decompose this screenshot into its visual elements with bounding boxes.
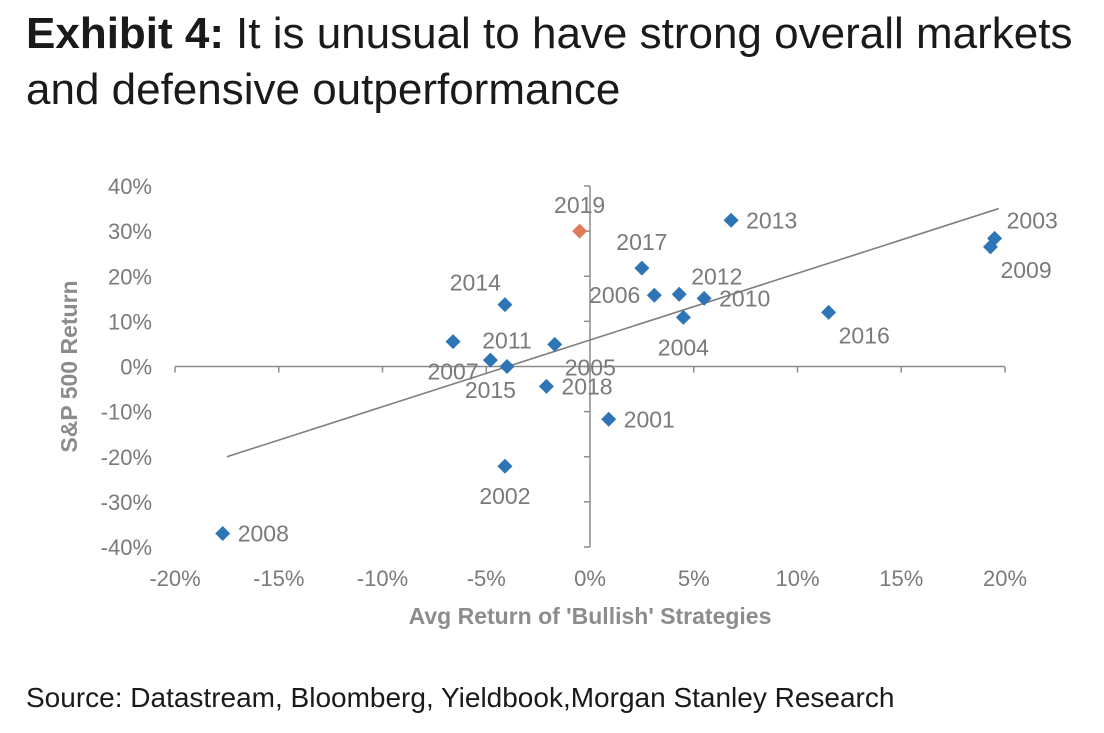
exhibit-title: It is unusual to have strong overall mar… — [26, 9, 1073, 114]
exhibit-label: Exhibit 4: — [26, 9, 225, 58]
data-label-2010: 2010 — [719, 285, 770, 311]
y-axis-title: S&P 500 Return — [56, 280, 82, 452]
data-point-2005 — [547, 336, 563, 352]
data-label-2002: 2002 — [479, 483, 530, 509]
data-label-2018: 2018 — [561, 373, 612, 399]
data-point-2001 — [601, 411, 617, 427]
data-point-2013 — [723, 212, 739, 228]
data-point-2012 — [671, 286, 687, 302]
data-point-2007 — [445, 334, 461, 350]
source-note: Source: Datastream, Bloomberg, Yieldbook… — [26, 682, 895, 713]
y-tick-label: 40% — [108, 174, 152, 199]
y-tick-label: -20% — [101, 445, 152, 470]
data-label-2012: 2012 — [691, 263, 742, 289]
data-point-2004 — [675, 309, 691, 325]
data-point-2016 — [821, 304, 837, 320]
x-tick-label: -10% — [357, 566, 408, 591]
data-point-2015 — [482, 352, 498, 368]
data-label-2017: 2017 — [616, 229, 667, 255]
data-label-2015: 2015 — [465, 377, 516, 403]
data-label-2014: 2014 — [450, 270, 501, 296]
y-tick-label: 0% — [120, 355, 152, 380]
x-tick-label: 5% — [678, 566, 710, 591]
x-tick-label: 10% — [775, 566, 819, 591]
y-tick-label: 30% — [108, 219, 152, 244]
y-tick-label: 20% — [108, 264, 152, 289]
data-point-2011 — [499, 359, 515, 374]
y-tick-label: 10% — [108, 309, 152, 334]
data-label-2016: 2016 — [839, 322, 890, 348]
data-label-2007: 2007 — [427, 359, 478, 385]
data-label-2013: 2013 — [746, 207, 797, 233]
x-axis-title: Avg Return of 'Bullish' Strategies — [409, 603, 772, 629]
data-point-2010 — [696, 290, 712, 306]
x-tick-label: -5% — [467, 566, 506, 591]
data-label-2006: 2006 — [589, 282, 640, 308]
x-tick-label: -20% — [149, 566, 200, 591]
x-tick-label: -15% — [253, 566, 304, 591]
data-point-2014 — [497, 297, 513, 313]
data-label-2004: 2004 — [658, 334, 709, 360]
data-point-2002 — [497, 458, 513, 474]
data-label-2011: 2011 — [482, 328, 531, 354]
data-label-2005: 2005 — [565, 354, 616, 380]
data-point-2019 — [572, 223, 588, 239]
x-tick-label: 20% — [983, 566, 1027, 591]
data-point-2006 — [646, 287, 662, 303]
data-label-2003: 2003 — [1007, 207, 1058, 233]
y-tick-label: -40% — [101, 535, 152, 560]
x-tick-label: 0% — [574, 566, 606, 591]
y-tick-label: -30% — [101, 490, 152, 515]
trendline — [226, 207, 1000, 458]
data-point-2009 — [982, 239, 998, 255]
y-tick-label: -10% — [101, 400, 152, 425]
data-label-2001: 2001 — [624, 406, 675, 432]
x-tick-label: 15% — [879, 566, 923, 591]
data-label-2009: 2009 — [1000, 257, 1051, 283]
chart-title: Exhibit 4: It is unusual to have strong o… — [26, 6, 1086, 118]
data-label-2008: 2008 — [238, 520, 289, 546]
data-label-2019: 2019 — [554, 192, 605, 218]
data-point-2008 — [215, 525, 231, 541]
data-point-2017 — [634, 260, 650, 276]
data-point-2018 — [538, 378, 554, 394]
